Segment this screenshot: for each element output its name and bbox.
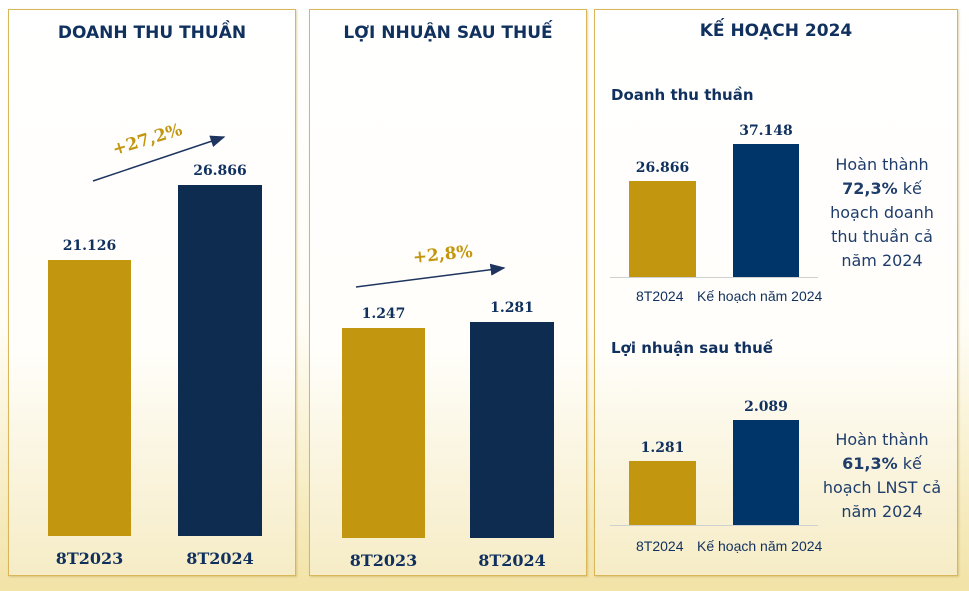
chart-title: LỢI NHUẬN SAU THUẾ: [343, 23, 553, 43]
value-label: 1.281: [490, 300, 534, 316]
plan-title: KẾ HOẠCH 2024: [699, 21, 853, 41]
category-label: 8T2023: [55, 549, 124, 568]
value-label: 2.089: [744, 399, 788, 415]
value-label: 26.866: [635, 159, 690, 176]
plan-revenue-subtitle: Doanh thu thuần: [611, 86, 754, 104]
note-line: Hoàn thành: [835, 155, 929, 174]
note-line: hoạch doanh: [830, 203, 934, 222]
completion-note: Hoàn thành 61,3% kế hoạch LNST cả năm 2024: [822, 428, 942, 524]
completion-pct: 72,3%: [842, 179, 898, 198]
note-line: thu thuần cả: [831, 227, 933, 246]
category-label: 8T2023: [349, 551, 418, 570]
value-label: 1.247: [361, 305, 406, 322]
baseline: [610, 525, 818, 526]
value-label: 21.126: [62, 237, 117, 254]
bar: [629, 180, 696, 277]
baseline: [610, 277, 818, 278]
chart-title: DOANH THU THUẦN: [57, 23, 247, 43]
note-line: 72,3% kế: [822, 177, 942, 201]
bar: [178, 185, 262, 536]
bar: [342, 327, 425, 538]
category-label: 8T2024: [636, 538, 684, 554]
plan-profit-subtitle: Lợi nhuận sau thuế: [611, 339, 773, 357]
value-label: 37.148: [739, 123, 793, 139]
growth-arrow: [355, 263, 506, 288]
bar: [470, 322, 554, 538]
value-label: 26.866: [193, 163, 247, 179]
note-line: năm 2024: [841, 502, 923, 521]
completion-note: Hoàn thành 72,3% kế hoạch doanh thu thuần c…: [822, 153, 942, 273]
note-text: kế: [902, 179, 922, 198]
bar: [733, 144, 799, 277]
note-line: hoạch LNST cả: [822, 478, 942, 497]
bar: [48, 259, 131, 536]
category-label: Kế hoạch năm 2024: [697, 288, 823, 304]
category-label: 8T2024: [186, 549, 254, 568]
growth-arrow: [92, 135, 226, 182]
bar: [733, 420, 799, 525]
category-label: 8T2024: [636, 288, 684, 304]
completion-pct: 61,3%: [842, 454, 898, 473]
note-line: năm 2024: [841, 251, 923, 270]
category-label: 8T2024: [478, 551, 546, 570]
note-text: kế: [902, 454, 922, 473]
category-label: Kế hoạch năm 2024: [697, 538, 823, 554]
bar: [629, 460, 696, 525]
value-label: 1.281: [640, 439, 685, 456]
note-line: Hoàn thành: [835, 430, 929, 449]
note-line: 61,3% kế: [822, 452, 942, 476]
